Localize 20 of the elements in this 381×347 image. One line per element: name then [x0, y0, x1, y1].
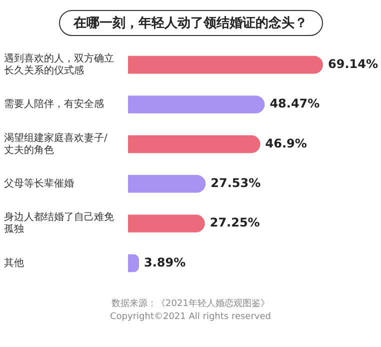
bar	[128, 96, 265, 114]
y-tick-label: 遇到喜欢的人，双方确立长久关系的仪式感	[4, 52, 114, 76]
y-tick-label: 父母等长辈催婚	[4, 177, 74, 190]
bar	[128, 214, 205, 232]
text: Copyright©2021 All rights reserved	[109, 311, 272, 324]
data-label: 48.47%	[270, 96, 320, 111]
data-label: 27.25%	[210, 216, 260, 230]
source-note: 数据来源：《2021年轻人婚恋观图鉴》	[110, 298, 270, 311]
data-label: 3.89%	[144, 255, 186, 270]
bar	[128, 174, 206, 193]
data-label: 69.14%	[328, 56, 378, 71]
y-tick-label: 需要人陪伴，有安全感	[4, 98, 104, 110]
data-label: 46.9%	[265, 136, 307, 150]
y-tick-label: 其他	[4, 256, 24, 269]
y-tick-label: 渴望组建家庭喜欢妻子/丈夫的角色	[4, 132, 108, 156]
y-tick-label: 身边人都结婚了自己难免孤独	[4, 211, 114, 236]
chart-title: 在哪一刻，年轻人动了领结婚证的念头？	[58, 10, 322, 36]
data-label: 27.53%	[210, 176, 261, 190]
bar	[128, 135, 260, 154]
bar	[128, 56, 323, 74]
